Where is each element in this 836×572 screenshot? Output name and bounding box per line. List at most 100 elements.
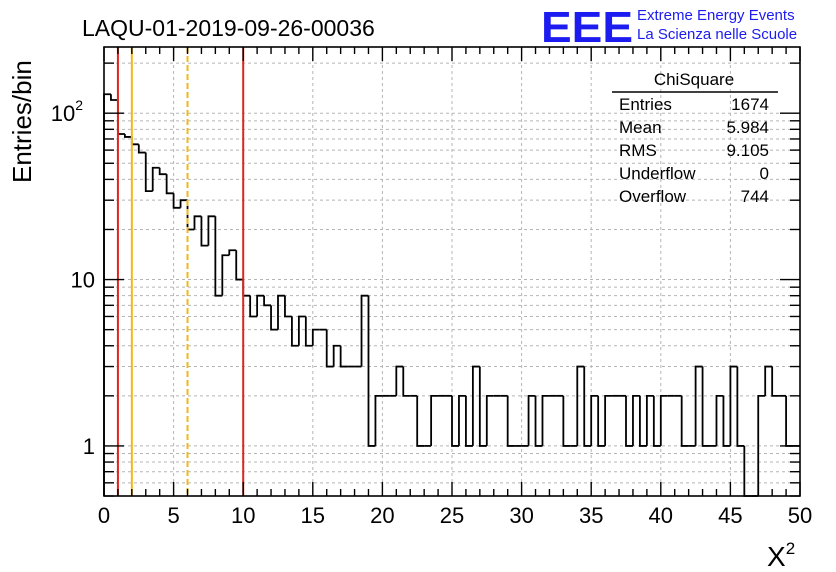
histogram-bin	[235, 250, 244, 281]
histogram-bin	[263, 295, 272, 307]
histogram-bin	[430, 394, 439, 446]
histogram-bin	[764, 365, 773, 396]
histogram-bin	[604, 394, 613, 446]
stats-row-label: Underflow	[619, 164, 696, 183]
x-tick-label: 10	[231, 503, 255, 528]
eee-logo: EEE Extreme Energy Events La Scienza nel…	[541, 3, 797, 52]
histogram-bin	[652, 395, 661, 447]
x-tick-label: 0	[98, 503, 110, 528]
y-axis-label: Entries/bin	[7, 60, 37, 183]
histogram-bin	[130, 136, 139, 146]
histogram-bin	[458, 394, 466, 446]
histogram-bin	[785, 395, 794, 447]
x-tick-label: 20	[370, 503, 394, 528]
histogram-bin	[715, 394, 724, 446]
histogram-bin	[325, 329, 334, 368]
stats-row-value: 0	[760, 164, 769, 183]
histogram-bin	[632, 394, 640, 446]
histogram-bin	[541, 394, 550, 446]
histogram-bin	[485, 394, 494, 446]
histogram-bin	[729, 365, 738, 446]
eee-logo-line1: Extreme Energy Events	[637, 7, 795, 24]
histogram-bin	[597, 395, 606, 447]
stats-rows: Entries 1674 Mean 5.984 RMS 9.105 Underflow 0 Ov…	[619, 95, 769, 206]
histogram-bin	[144, 152, 153, 193]
x-tick-label: 5	[167, 503, 179, 528]
x-tick-label: 15	[301, 503, 325, 528]
histogram-bin	[402, 366, 411, 397]
histogram-bin	[659, 394, 668, 446]
histogram-bin	[639, 395, 647, 447]
histogram-bin	[277, 294, 285, 330]
threshold-lines	[116, 47, 245, 496]
histogram-bin	[256, 294, 265, 317]
histogram-bin	[339, 345, 348, 368]
histogram-bin	[165, 174, 174, 195]
histogram-bin	[374, 394, 383, 446]
x-tick-label: 35	[579, 503, 603, 528]
histogram-bin	[583, 366, 592, 447]
y-tick-label-exponent: 2	[75, 97, 83, 113]
histogram-bin	[249, 295, 258, 318]
x-tick-label: 30	[509, 503, 533, 528]
tick-layer	[103, 47, 801, 497]
histogram-bin	[757, 394, 766, 496]
histogram-bin	[186, 200, 195, 231]
histogram-bin	[311, 328, 320, 346]
histogram-bin	[478, 366, 487, 447]
histogram-bin	[367, 295, 376, 447]
histogram-bin	[214, 216, 223, 297]
histogram-bin	[451, 395, 459, 447]
histogram-bin	[625, 395, 633, 447]
histogram-bin	[416, 395, 425, 447]
histogram-bin	[645, 394, 654, 446]
histogram-bin	[590, 394, 599, 446]
histogram-bin	[701, 366, 710, 447]
histogram-bin	[179, 199, 188, 208]
histogram-bin	[228, 249, 237, 256]
stats-row-value: 744	[741, 187, 769, 206]
stats-row-label: Mean	[619, 118, 662, 137]
x-tick-label: 40	[649, 503, 673, 528]
x-axis-label: X2	[767, 539, 795, 572]
x-tick-labels: 0 5 10 15 20 25 30 35 40 45 50	[98, 503, 812, 528]
y-tick-label: 1	[83, 434, 95, 459]
eee-logo-mark: EEE	[541, 3, 633, 52]
chart-title: LAQU-01-2019-09-26-00036	[82, 15, 375, 41]
x-tick-label: 25	[440, 503, 464, 528]
x-tick-label: 50	[788, 503, 812, 528]
x-tick-label: 45	[718, 503, 742, 528]
x-axis-label-superscript: 2	[786, 539, 795, 558]
histogram-bin	[527, 394, 536, 446]
histogram-bin	[151, 166, 160, 192]
stats-title: ChiSquare	[654, 70, 734, 89]
histogram-bin	[332, 344, 341, 367]
histogram-bin	[360, 294, 369, 367]
histogram-bin	[193, 215, 202, 230]
stats-box: ChiSquare Entries 1674 Mean 5.984 RMS 9.105 Un…	[612, 70, 778, 206]
histogram-bin	[291, 316, 299, 347]
stats-row-label: Entries	[619, 95, 672, 114]
x-axis-label-main: X	[767, 541, 786, 572]
y-tick-label: 10	[71, 268, 95, 293]
histogram-bin	[200, 216, 209, 247]
grid-layer	[104, 47, 800, 496]
histogram-bin	[304, 316, 313, 347]
histogram-bin	[465, 395, 473, 447]
histogram-bin	[284, 295, 292, 318]
histogram-bin	[534, 395, 543, 447]
histogram-bin	[270, 305, 278, 331]
histogram-bin	[172, 193, 181, 209]
stats-row-label: RMS	[619, 141, 657, 160]
histogram-bin	[680, 395, 689, 447]
histogram-bin	[562, 395, 571, 447]
histogram-bin	[110, 94, 118, 101]
histogram-bin	[471, 365, 480, 446]
stats-row-value: 1674	[731, 95, 769, 114]
eee-logo-line2: La Scienza nelle Scuole	[637, 26, 797, 43]
histogram-bin	[722, 395, 731, 447]
histogram-bin	[207, 215, 216, 246]
stats-row-label: Overflow	[619, 187, 687, 206]
